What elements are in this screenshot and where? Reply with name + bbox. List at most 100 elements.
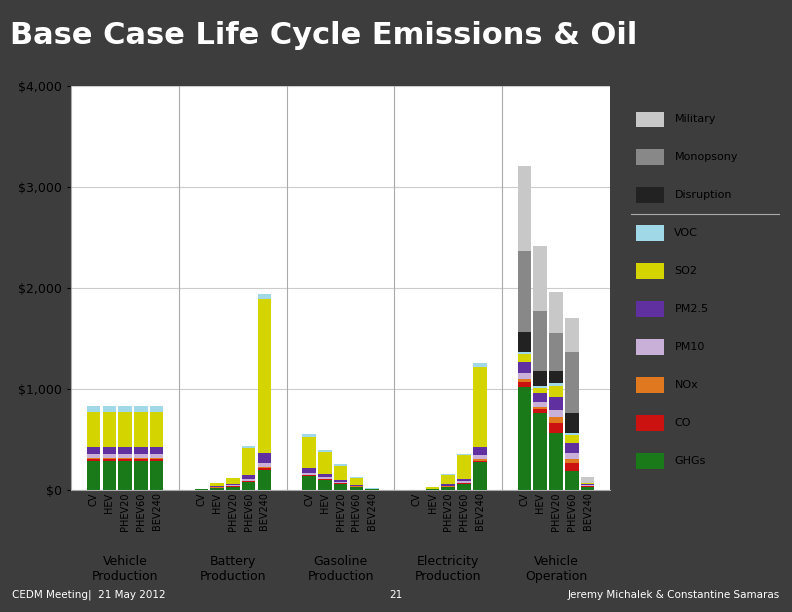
Bar [518, 353, 531, 354]
Text: Base Case Life Cycle Emissions & Oil: Base Case Life Cycle Emissions & Oil [10, 21, 638, 50]
Bar [534, 371, 547, 386]
Bar [87, 461, 101, 490]
Bar [565, 412, 578, 433]
Bar [549, 332, 563, 371]
Text: GHGs: GHGs [675, 455, 706, 466]
Bar [636, 111, 664, 127]
Bar [103, 459, 116, 461]
Bar [534, 386, 547, 388]
Bar [549, 410, 563, 417]
Bar [534, 413, 547, 490]
Bar [565, 352, 578, 412]
Bar [318, 450, 332, 452]
Bar [242, 481, 255, 482]
Bar [549, 397, 563, 410]
Bar [636, 263, 664, 278]
Bar [457, 455, 470, 479]
Bar [134, 459, 147, 461]
Bar [150, 406, 163, 412]
Bar [242, 482, 255, 490]
Text: SO2: SO2 [675, 266, 698, 275]
Bar [473, 447, 486, 455]
Bar [211, 483, 224, 487]
Bar [318, 477, 332, 479]
Bar [118, 461, 132, 490]
Bar [118, 406, 132, 412]
Bar [87, 447, 101, 454]
Bar [118, 412, 132, 447]
Bar [636, 149, 664, 165]
Bar [211, 488, 224, 490]
Bar [534, 402, 547, 406]
Bar [549, 423, 563, 433]
Bar [103, 447, 116, 454]
Bar [134, 454, 147, 458]
Bar [333, 480, 348, 482]
Bar [518, 166, 531, 252]
Bar [636, 378, 664, 393]
Text: 21: 21 [390, 590, 402, 600]
Bar [303, 477, 316, 490]
Bar [303, 476, 316, 477]
Bar [318, 474, 332, 477]
Bar [150, 459, 163, 461]
Bar [87, 454, 101, 458]
Bar [118, 459, 132, 461]
Bar [242, 479, 255, 481]
Bar [318, 452, 332, 474]
Bar [303, 473, 316, 475]
Bar [134, 458, 147, 459]
Bar [242, 476, 255, 479]
Bar [118, 458, 132, 459]
Bar [457, 479, 470, 482]
Bar [473, 367, 486, 447]
Bar [150, 454, 163, 458]
Text: NOx: NOx [675, 379, 698, 390]
Bar [303, 468, 316, 473]
Bar [303, 436, 316, 468]
Text: CEDM Meeting|  21 May 2012: CEDM Meeting| 21 May 2012 [12, 590, 166, 600]
Bar [333, 466, 348, 480]
Bar [349, 478, 363, 485]
Bar [118, 454, 132, 458]
Bar [457, 483, 470, 490]
Bar [134, 406, 147, 412]
Bar [636, 453, 664, 469]
Bar [581, 484, 594, 485]
Bar [103, 458, 116, 459]
Bar [257, 468, 271, 470]
Bar [473, 460, 486, 462]
Bar [534, 246, 547, 311]
Bar [534, 394, 547, 402]
Bar [150, 461, 163, 490]
Bar [226, 487, 240, 490]
Bar [333, 482, 348, 483]
Bar [565, 443, 578, 453]
Bar [518, 373, 531, 379]
Bar [549, 292, 563, 332]
Bar [565, 459, 578, 463]
Bar [103, 406, 116, 412]
Bar [226, 479, 240, 484]
Bar [581, 487, 594, 490]
Bar [636, 339, 664, 355]
Bar [87, 412, 101, 447]
Bar [257, 453, 271, 463]
Text: PM10: PM10 [675, 341, 705, 352]
Bar [518, 379, 531, 381]
Bar [134, 447, 147, 454]
Bar [87, 458, 101, 459]
Bar [581, 477, 594, 483]
Bar [226, 485, 240, 486]
Bar [257, 467, 271, 468]
Bar [349, 485, 363, 486]
Bar [636, 187, 664, 203]
Text: Jeremy Michalek & Constantine Samaras: Jeremy Michalek & Constantine Samaras [568, 590, 780, 600]
Bar [518, 381, 531, 387]
Text: Battery
Production: Battery Production [200, 555, 266, 583]
Bar [457, 454, 470, 455]
Bar [565, 463, 578, 471]
Bar [303, 475, 316, 476]
Bar [441, 474, 455, 475]
Text: Monopsony: Monopsony [675, 152, 738, 162]
